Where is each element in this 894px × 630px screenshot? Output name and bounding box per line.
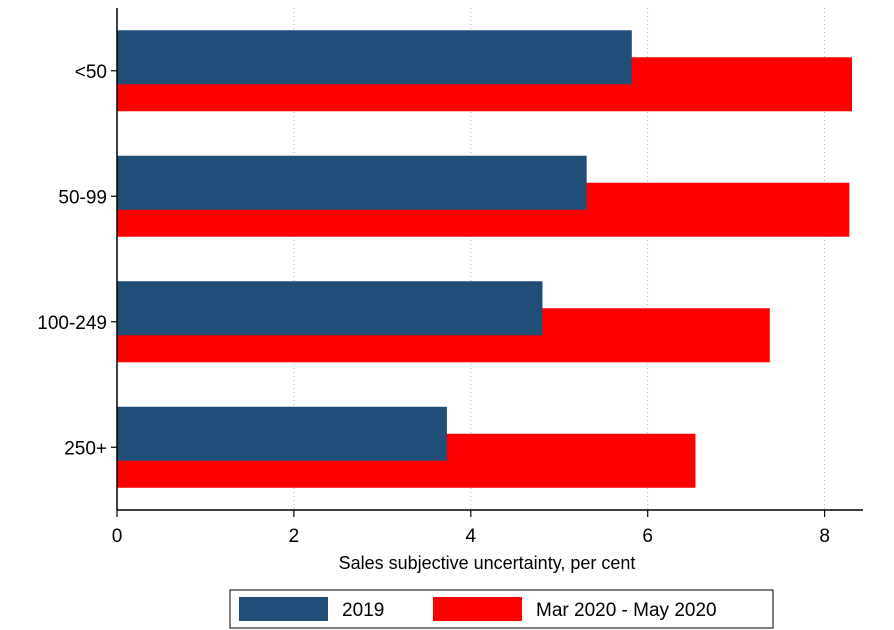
axes — [116, 8, 863, 511]
x-tick-label: 4 — [466, 526, 477, 547]
x-tick-label: 8 — [819, 526, 830, 547]
legend-swatch-mar-may-2020 — [433, 597, 522, 621]
bars — [117, 30, 853, 488]
y-tick-label: 250+ — [64, 438, 107, 459]
bar-2019-50-99 — [117, 155, 587, 210]
y-tick-label: <50 — [75, 62, 107, 83]
legend-label-mar-may-2020: Mar 2020 - May 2020 — [536, 600, 717, 621]
x-tick-label: 6 — [642, 526, 653, 547]
y-tick-label: 50-99 — [58, 187, 107, 208]
x-tick-label: 2 — [289, 526, 300, 547]
legend: 2019 Mar 2020 - May 2020 — [229, 589, 774, 629]
x-tick-labels: 0 2 4 6 8 — [112, 510, 830, 547]
bar-2019-100-249 — [117, 281, 543, 336]
x-tick-label: 0 — [112, 526, 123, 547]
y-tick-label: 100-249 — [37, 313, 107, 334]
bar-2019-50 — [117, 30, 632, 85]
y-tick-labels: <50 50-99 100-249 250+ — [37, 62, 117, 459]
x-axis-title: Sales subjective uncertainty, per cent — [339, 553, 636, 573]
legend-label-2019: 2019 — [342, 600, 384, 621]
legend-swatch-2019 — [239, 597, 328, 621]
bar-2019-250 — [117, 406, 447, 461]
